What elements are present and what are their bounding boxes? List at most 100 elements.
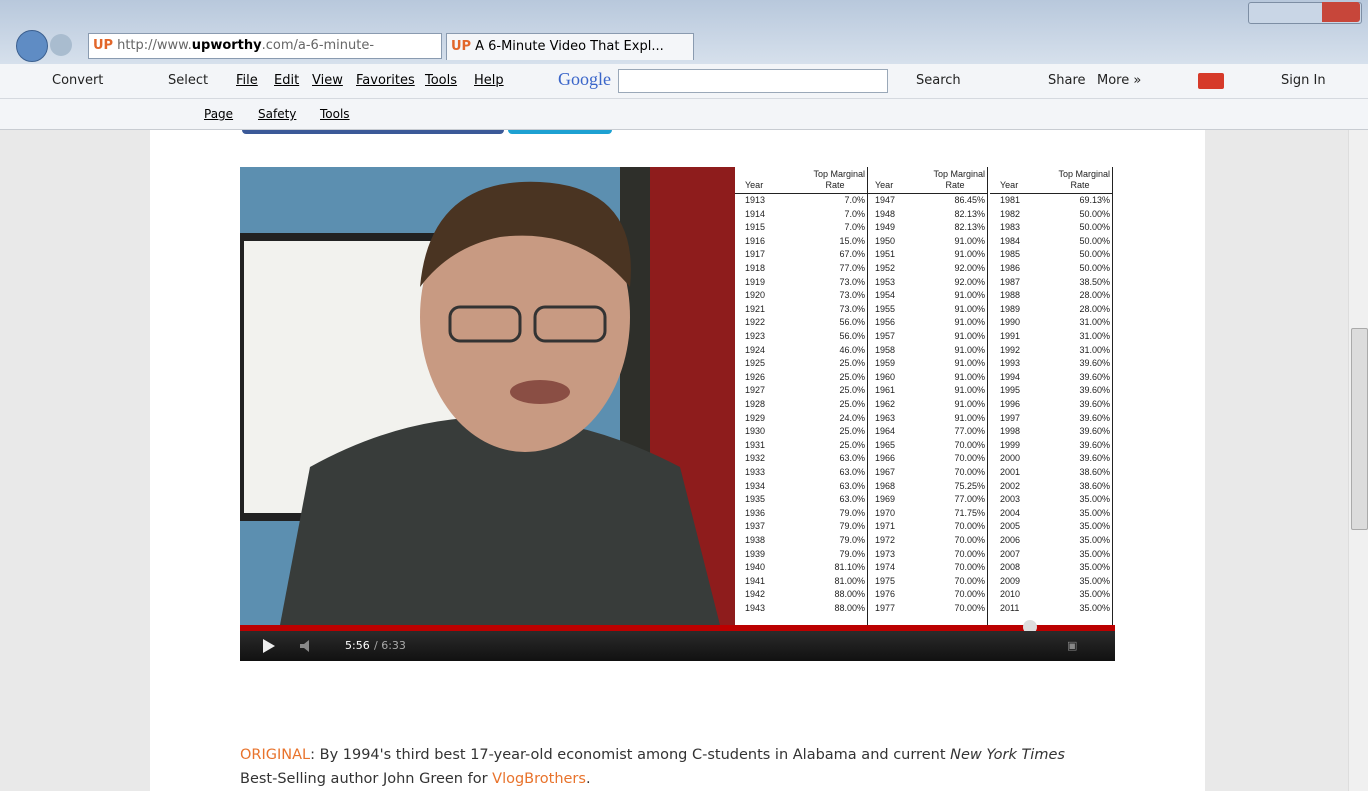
rate-cell: 70.00% [954, 535, 985, 545]
select-button[interactable]: Select [168, 73, 209, 88]
caption-lead[interactable]: ORIGINAL [240, 747, 311, 763]
close-button[interactable] [1322, 2, 1360, 22]
rect [448, 305, 522, 343]
title-bar: UP http://www.upworthy.com/a-6-minute- UP… [0, 0, 1368, 64]
video-player[interactable]: Year Top Marginal Rate 1913 7.0% 1914 7.0% 1915… [240, 167, 1115, 661]
address-bar[interactable]: UP http://www.upworthy.com/a-6-minute- [88, 33, 442, 59]
rate-cell: 35.00% [1079, 548, 1110, 559]
rate-cell: 91.00% [954, 399, 985, 409]
rate-cell: 35.00% [1079, 507, 1110, 518]
favorites-toolbar: Page Safety Tools [0, 99, 1368, 130]
time-current: 5:56 [345, 639, 370, 652]
rate-cell: 67.0% [839, 249, 865, 260]
search-button[interactable]: Search [916, 73, 961, 88]
back-button[interactable] [16, 30, 48, 62]
more-button[interactable]: More » [1097, 73, 1142, 88]
progress-bar[interactable] [240, 625, 1115, 631]
rate-cell: 35.00% [1079, 575, 1110, 586]
rate-cell: 39.60% [1079, 358, 1110, 369]
plus-one[interactable] [1198, 73, 1224, 89]
year-cell: 1992 [1000, 344, 1021, 355]
convert-button[interactable]: Convert [52, 73, 104, 88]
year-cell: 1948 [875, 208, 896, 219]
year-cell: 1917 [745, 249, 766, 260]
year-cell: 2008 [1000, 562, 1021, 573]
rate-cell: 70.00% [954, 453, 985, 464]
menu-item[interactable]: Tools [320, 107, 350, 121]
year-cell: 1942 [745, 589, 766, 600]
volume-button[interactable] [300, 640, 316, 652]
rate-cell: 82.13% [954, 222, 985, 233]
menu-item[interactable]: Help [474, 73, 504, 88]
content: Year Top Marginal Rate 1913 7.0% 1914 7.0% 1915… [0, 130, 1348, 791]
search-box[interactable] [618, 69, 888, 93]
rate-cell: 91.00% [954, 358, 985, 369]
rate-cell: 79.0% [839, 535, 865, 545]
rate-cell: 24.0% [839, 412, 865, 423]
youtube-logo[interactable]: ▣ [1067, 639, 1078, 652]
year-cell: 1995 [1000, 385, 1021, 396]
menu-item[interactable]: Edit [274, 73, 300, 88]
menu-item[interactable]: View [312, 73, 343, 88]
year-cell: 1960 [875, 371, 896, 382]
header-year: Year [875, 180, 894, 190]
scrollbar[interactable] [1348, 130, 1368, 791]
header-rate: Rate [1070, 180, 1090, 190]
year-cell: 1924 [745, 344, 766, 355]
header-rate: Rate [825, 180, 845, 190]
rate-cell: 91.00% [954, 249, 985, 260]
year-cell: 1971 [875, 521, 896, 532]
year-cell: 1921 [745, 303, 766, 314]
header-year: Year [745, 180, 764, 190]
rate-cell: 35.00% [1079, 589, 1110, 600]
year-cell: 1994 [1000, 371, 1021, 382]
year-cell: 1941 [745, 575, 766, 586]
rate-cell: 91.00% [954, 317, 985, 328]
year-cell: 1976 [875, 589, 896, 600]
scroll-thumb[interactable] [1351, 328, 1368, 530]
year-cell: 2004 [1000, 507, 1021, 518]
year-cell: 2009 [1000, 575, 1021, 586]
rate-cell: 50.00% [1079, 208, 1110, 219]
menu-item[interactable]: Page [204, 107, 234, 121]
rate-cell: 91.00% [954, 290, 985, 301]
share-button-facebook[interactable] [242, 130, 504, 134]
rate-cell: 91.00% [954, 385, 985, 396]
rate-cell: 79.0% [839, 521, 865, 532]
tab-icon: UP [451, 39, 472, 54]
year-cell: 1964 [875, 426, 896, 437]
forward-button[interactable] [50, 34, 72, 56]
rate-cell: 91.00% [954, 235, 985, 246]
rate-cell: 38.50% [1079, 276, 1110, 287]
rate-cell: 35.00% [1079, 603, 1110, 613]
year-cell: 1930 [745, 426, 766, 437]
share-button-twitter[interactable] [508, 130, 612, 134]
tab[interactable]: UP A 6-Minute Video That Expl... [446, 33, 694, 60]
rate-cell: 31.00% [1079, 331, 1110, 341]
tax-rate-table: Year Top Marginal Rate 1913 7.0% 1914 7.0% 1915… [735, 167, 1115, 625]
menu-item[interactable]: Tools [425, 73, 458, 88]
path [280, 417, 720, 625]
rate-cell: 25.0% [839, 399, 865, 409]
year-cell: 1967 [875, 467, 896, 477]
year-cell: 1918 [745, 263, 766, 273]
menu-item[interactable]: Safety [258, 107, 297, 121]
rate-cell: 73.0% [839, 290, 865, 301]
caption-link[interactable]: VlogBrothers [492, 771, 586, 787]
header-rate: Top Marginal [813, 169, 865, 179]
sign-in[interactable]: Sign In [1281, 73, 1326, 88]
rate-cell: 70.00% [954, 548, 985, 559]
play-button[interactable] [262, 639, 276, 653]
share-button[interactable]: Share [1048, 73, 1086, 88]
year-cell: 1926 [745, 371, 766, 382]
year-cell: 1985 [1000, 249, 1021, 260]
tab-title: A 6-Minute Video That Expl... [475, 39, 664, 54]
progress-handle[interactable] [1023, 620, 1037, 634]
rate-cell: 25.0% [839, 371, 865, 382]
year-cell: 1982 [1000, 208, 1021, 219]
rate-cell: 77.0% [839, 263, 865, 273]
menu-item[interactable]: File [236, 73, 258, 88]
menu-item[interactable]: Favorites [356, 73, 415, 88]
year-cell: 1974 [875, 562, 896, 573]
command-toolbar: Convert Select File Edit View Favorites Tool… [0, 64, 1368, 99]
